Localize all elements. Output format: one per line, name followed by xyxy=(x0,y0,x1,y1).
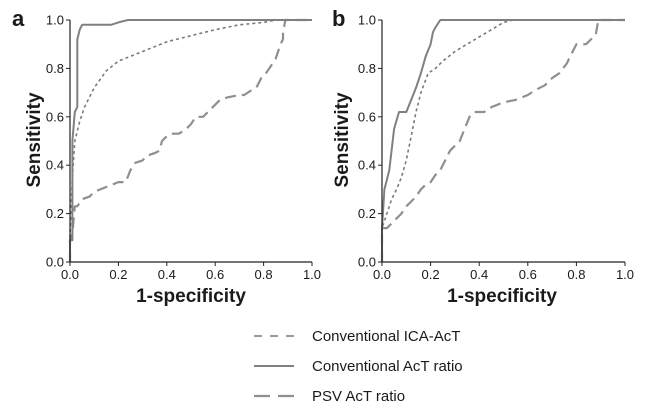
x-tick-label: 0.6 xyxy=(519,267,537,282)
y-axis-title-b: Sensitivity xyxy=(332,92,353,187)
legend-label: Conventional AcT ratio xyxy=(312,358,463,375)
legend-label: PSV AcT ratio xyxy=(312,388,405,405)
x-tick-label: 1.0 xyxy=(616,267,634,282)
axes-a xyxy=(66,19,313,266)
x-tick-label: 0.8 xyxy=(567,267,585,282)
y-tick-label: 0.4 xyxy=(46,158,64,173)
y-tick-label: 0.8 xyxy=(358,61,376,76)
y-tick-label: 0.6 xyxy=(358,109,376,124)
series-line-short-dash-a xyxy=(69,19,312,262)
series-line-long-dash-b xyxy=(380,18,625,262)
axes-b xyxy=(378,19,626,266)
x-tick-label: 0.0 xyxy=(373,267,391,282)
y-tick-label: 0.0 xyxy=(46,255,64,270)
y-axis-title-a: Sensitivity xyxy=(24,92,45,187)
y-tick-label: 0.8 xyxy=(46,61,64,76)
x-tick-label: 0.0 xyxy=(61,267,79,282)
x-tick-label: 0.8 xyxy=(255,267,273,282)
x-tick-label: 0.4 xyxy=(470,267,488,282)
y-tick-label: 0.2 xyxy=(358,206,376,221)
panel-a: a Sensitivity 1-specificity 0.0 0.2 0.4 0.6… xyxy=(12,6,321,307)
x-axis-title-b: 1-specificity xyxy=(447,286,557,307)
y-tick-label: 1.0 xyxy=(358,13,376,28)
y-tick-label: 0.4 xyxy=(358,158,376,173)
y-tick-label: 0.6 xyxy=(46,109,64,124)
legend-item-act-ratio: Conventional AcT ratio xyxy=(254,358,463,375)
panel-b: b Sensitivity 1-specificity 0.0 0.2 0.4 0.6… xyxy=(332,6,634,307)
ticks-a: 0.0 0.2 0.4 0.6 0.8 1.0 0.0 0.2 0.4 0.6 0.8 1.0 xyxy=(46,13,321,283)
legend-label: Conventional ICA-AcT xyxy=(312,328,460,345)
y-tick-label: 0.2 xyxy=(46,206,64,221)
panel-label-b: b xyxy=(332,6,345,31)
series-line-long-dash-a xyxy=(68,18,312,262)
legend-item-icaact: Conventional ICA-AcT xyxy=(254,328,460,345)
panel-label-a: a xyxy=(12,6,25,31)
x-axis-title-a: 1-specificity xyxy=(136,286,246,307)
y-tick-label: 0.0 xyxy=(358,255,376,270)
series-group-b xyxy=(380,18,625,262)
series-line-solid-a xyxy=(69,19,312,262)
ticks-b: 0.0 0.2 0.4 0.6 0.8 1.0 0.0 0.2 0.4 0.6 0.8 1.0 xyxy=(358,13,634,283)
x-tick-label: 0.4 xyxy=(158,267,176,282)
y-tick-label: 1.0 xyxy=(46,13,64,28)
x-tick-label: 0.6 xyxy=(206,267,224,282)
x-tick-label: 0.2 xyxy=(422,267,440,282)
legend-item-psv: PSV AcT ratio xyxy=(254,388,405,405)
series-line-solid-b xyxy=(381,19,625,262)
x-tick-label: 1.0 xyxy=(303,267,321,282)
series-group-a xyxy=(68,18,312,262)
series-line-short-dash-b xyxy=(381,19,625,262)
legend: Conventional ICA-AcT Conventional AcT ra… xyxy=(254,328,463,405)
x-tick-label: 0.2 xyxy=(109,267,127,282)
